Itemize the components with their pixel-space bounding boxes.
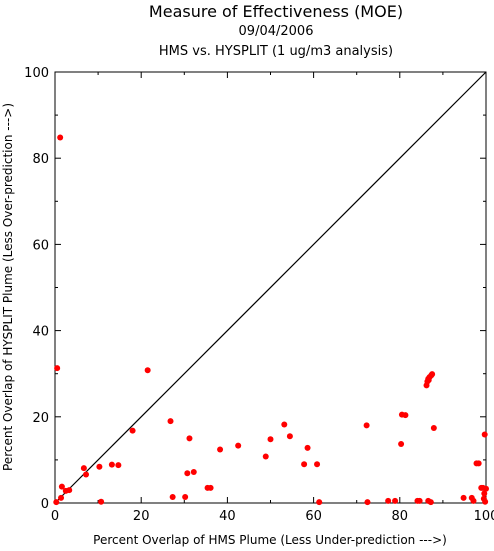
data-point	[392, 497, 399, 504]
data-point	[427, 499, 434, 506]
data-point	[385, 497, 392, 504]
data-point	[475, 460, 482, 467]
data-point	[267, 436, 274, 443]
data-point	[363, 422, 370, 429]
data-point	[483, 485, 489, 492]
x-tick-label: 0	[51, 509, 59, 524]
data-point	[169, 493, 176, 500]
data-point	[301, 461, 308, 468]
data-point	[217, 446, 224, 453]
data-point	[80, 465, 87, 472]
data-point	[460, 494, 467, 501]
data-point	[316, 499, 323, 506]
data-point	[98, 498, 105, 505]
x-tick-label: 20	[133, 509, 150, 524]
data-point	[83, 471, 90, 478]
data-point	[481, 490, 488, 497]
data-point	[190, 468, 197, 475]
data-point	[207, 484, 214, 491]
plot-area: 0 20 40 60 80 100 0 20 40 60 80 100	[24, 66, 494, 524]
chart-title: Measure of Effectiveness (MOE)	[149, 2, 403, 21]
data-point	[286, 433, 293, 440]
data-point	[66, 487, 73, 494]
y-tick-label: 100	[24, 66, 49, 81]
x-axis-label: Percent Overlap of HMS Plume (Less Under…	[93, 533, 447, 547]
y-axis-label: Percent Overlap of HYSPLIT Plume (Less O…	[1, 103, 15, 471]
data-point	[182, 493, 189, 500]
data-point	[96, 463, 103, 470]
data-point	[57, 134, 64, 141]
data-point	[53, 499, 60, 506]
data-point	[235, 442, 242, 449]
data-point	[281, 421, 288, 428]
data-point	[186, 435, 193, 442]
data-point	[262, 453, 269, 460]
chart-subtitle: HMS vs. HYSPLIT (1 ug/m3 analysis)	[159, 44, 393, 59]
data-point	[470, 497, 477, 504]
y-tick-label: 40	[32, 325, 49, 340]
y-tick-label: 0	[41, 497, 49, 512]
data-point	[54, 365, 61, 372]
chart-date: 09/04/2006	[239, 24, 314, 39]
data-point	[304, 444, 311, 451]
data-point	[108, 461, 115, 468]
data-point	[144, 367, 151, 374]
data-point	[314, 461, 321, 468]
data-point	[184, 470, 191, 477]
y-tick-label: 80	[32, 152, 49, 167]
data-point	[430, 425, 437, 432]
data-point	[115, 462, 122, 469]
data-point	[58, 494, 65, 501]
x-tick-label: 60	[305, 509, 322, 524]
data-point	[481, 431, 488, 438]
data-point	[416, 497, 423, 504]
data-point	[58, 483, 65, 490]
data-point	[480, 495, 487, 502]
data-point	[364, 499, 371, 506]
data-point	[398, 440, 405, 447]
reference-line	[54, 71, 487, 504]
x-tick-label: 100	[474, 509, 494, 524]
data-point	[429, 371, 436, 378]
x-tick-label: 40	[219, 509, 236, 524]
x-tick-label: 80	[392, 509, 409, 524]
data-point	[402, 412, 409, 419]
y-tick-label: 20	[32, 411, 49, 426]
data-point	[129, 427, 136, 434]
y-tick-label: 60	[32, 238, 49, 253]
data-point	[167, 418, 174, 425]
